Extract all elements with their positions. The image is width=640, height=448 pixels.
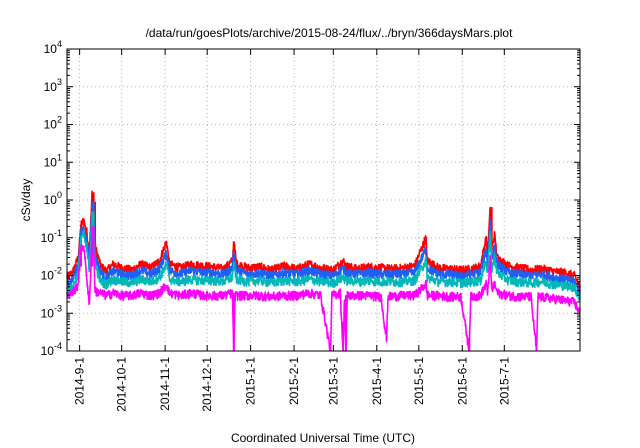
y-tick-label: 10-2 [41, 266, 62, 283]
y-tick-label: 10-4 [41, 341, 62, 358]
x-axis-label: Coordinated Universal Time (UTC) [231, 431, 415, 445]
x-tick-labels: 2014-9-1 2014-10-1 2014-11-1 2014-12-1 2015-… [73, 357, 512, 412]
series-line-1 [66, 190, 581, 289]
x-tick-label: 2014-9-1 [73, 357, 87, 405]
series-group [66, 190, 581, 352]
y-tick-label: 100 [44, 190, 62, 207]
y-axis-label: cSv/day [19, 179, 33, 222]
axis-ticks [67, 48, 580, 352]
y-tick-label: 103 [44, 77, 62, 94]
x-tick-label: 2014-10-1 [115, 357, 129, 412]
x-tick-label: 2015-2-1 [287, 357, 301, 405]
series-line-3 [66, 212, 581, 301]
y-tick-label: 104 [44, 39, 62, 56]
y-tick-label: 101 [44, 152, 62, 169]
grid-lines [67, 48, 580, 352]
y-tick-label: 10-1 [41, 228, 62, 245]
x-tick-label: 2014-12-1 [200, 357, 214, 412]
y-tick-label: 102 [44, 115, 62, 132]
series-line-4 [66, 226, 581, 352]
y-tick-labels: 10-4 10-3 10-2 10-1 100 101 102 103 104 [41, 39, 62, 358]
x-tick-label: 2014-11-1 [158, 357, 172, 411]
x-tick-label: 2015-5-1 [412, 357, 426, 405]
x-tick-label: 2015-3-1 [326, 357, 340, 405]
x-tick-label: 2015-4-1 [370, 357, 384, 405]
x-tick-label: 2015-7-1 [497, 357, 511, 405]
x-tick-label: 2015-6-1 [455, 357, 469, 405]
chart-title: /data/run/goesPlots/archive/2015-08-24/f… [146, 26, 514, 40]
x-tick-label: 2015-1-1 [244, 357, 258, 405]
y-tick-label: 10-3 [41, 303, 62, 320]
